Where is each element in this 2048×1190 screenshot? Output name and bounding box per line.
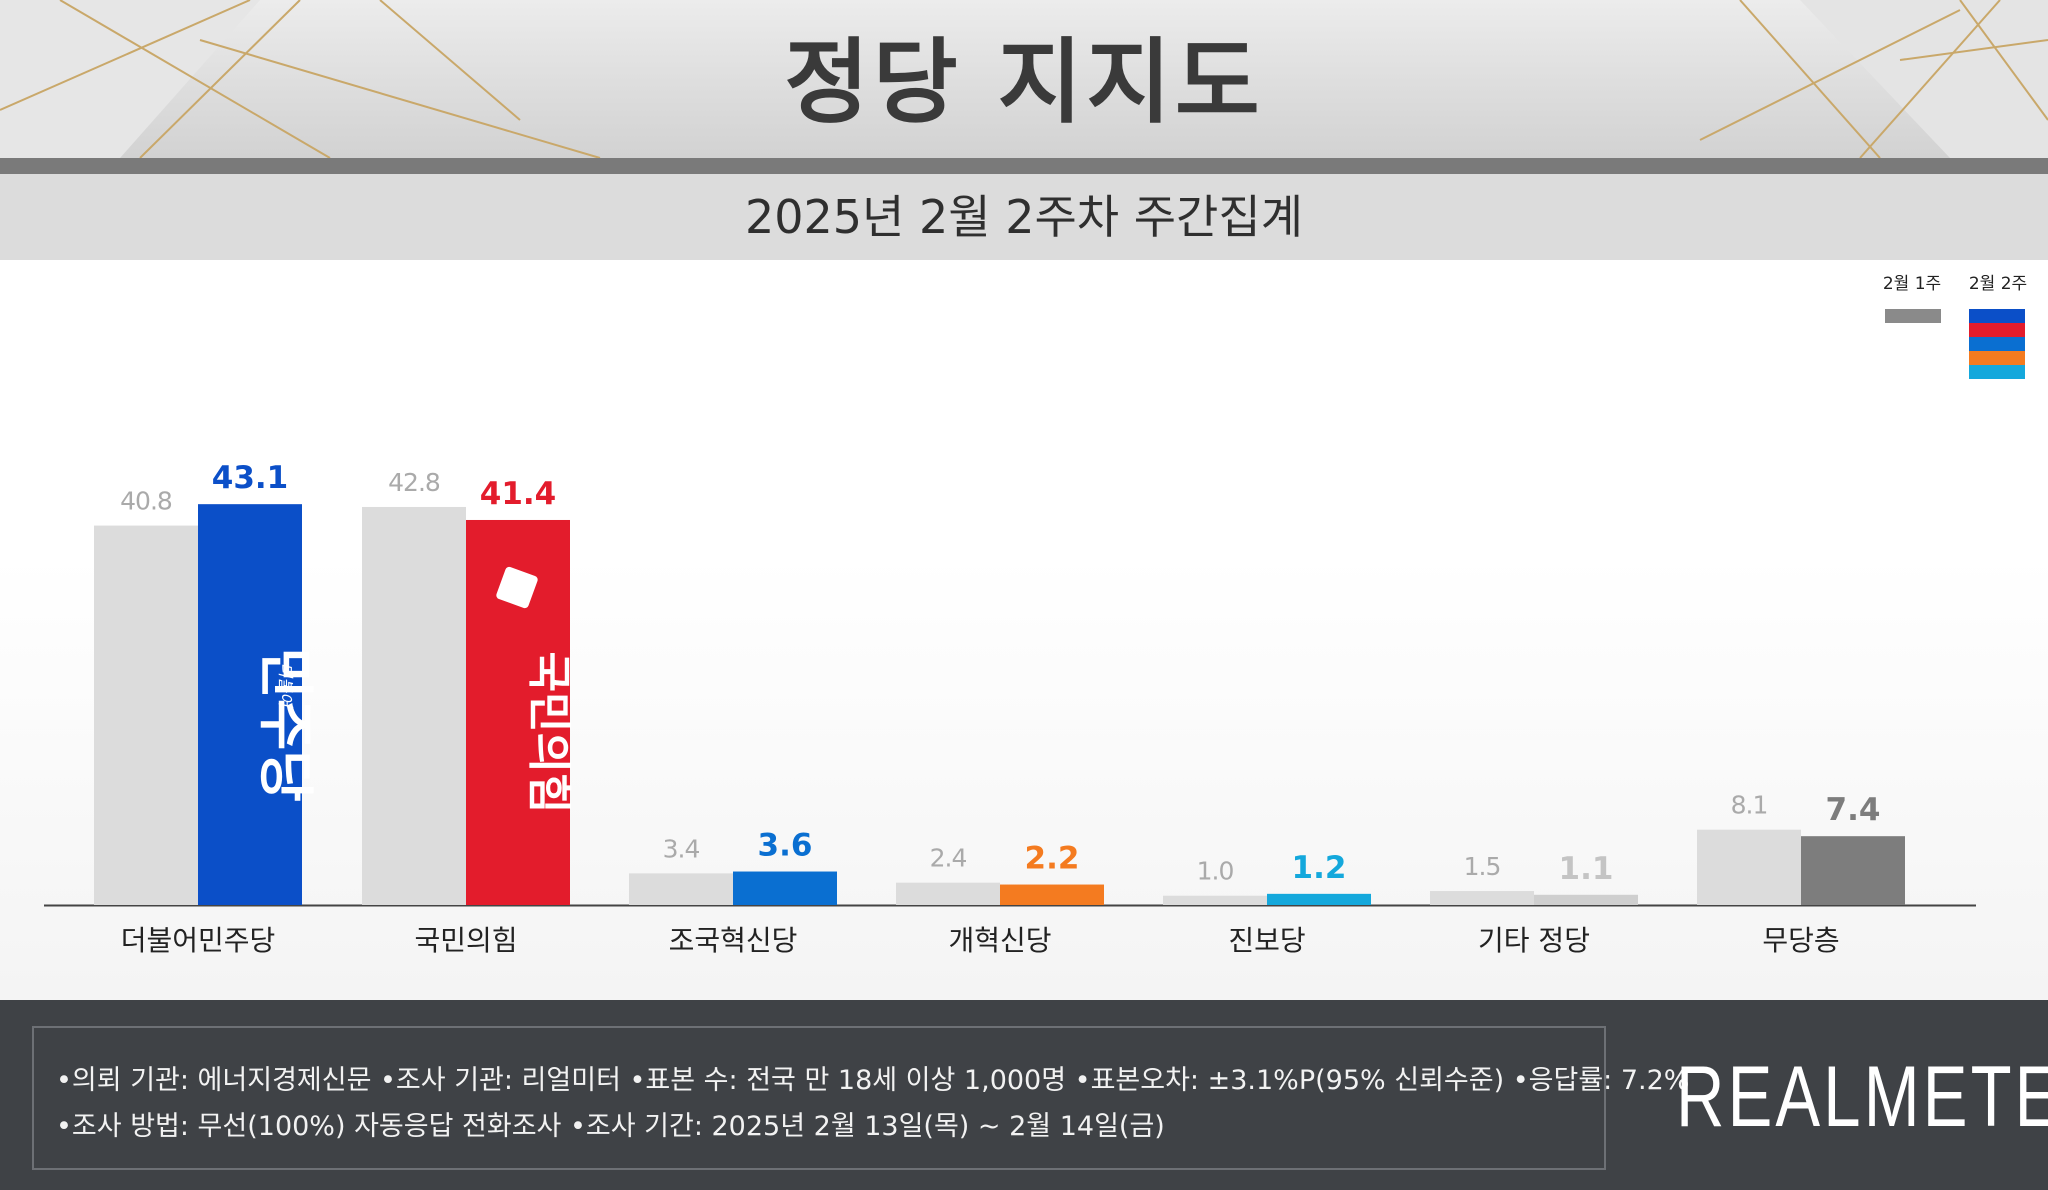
bar-prev-4 — [896, 882, 1000, 905]
value-label-prev-4: 2.4 — [930, 844, 967, 873]
bar-logo-text-1: 민주당 — [252, 647, 317, 802]
legend-swatch-curr-1 — [1969, 309, 2025, 323]
value-label-prev-3: 3.4 — [663, 834, 700, 863]
value-label-curr-3: 3.6 — [758, 828, 813, 864]
legend-label-curr: 2월 2주 — [1969, 274, 2027, 294]
party-mark-icon — [496, 566, 538, 609]
category-label-4: 개혁신당 — [948, 924, 1051, 957]
bar-curr-5 — [1267, 893, 1371, 905]
category-label-2: 국민의힘 — [414, 924, 517, 957]
legend-swatch-curr-3 — [1969, 337, 2025, 351]
survey-note-line-2: •조사 방법: 무선(100%) 자동응답 전화조사 •조사 기간: 2025년… — [56, 1111, 1165, 1142]
bar-prev-5 — [1163, 895, 1267, 905]
header-banner: 정당 지지도 — [0, 0, 2048, 158]
legend-swatch-curr-2 — [1969, 323, 2025, 337]
category-label-1: 더불어민주당 — [121, 924, 276, 957]
bar-prev-6 — [1430, 891, 1534, 905]
legend-label-prev: 2월 1주 — [1883, 274, 1941, 294]
value-label-curr-6: 1.1 — [1559, 851, 1614, 887]
legend-swatch-prev — [1885, 309, 1941, 323]
category-label-6: 기타 정당 — [1478, 924, 1590, 957]
category-label-7: 무당층 — [1762, 924, 1839, 957]
legend-swatch-curr-4 — [1969, 351, 2025, 365]
decorative-gold-lines — [0, 0, 2048, 158]
bar-prev-7 — [1697, 829, 1801, 905]
footer — [0, 1000, 2048, 1190]
value-label-curr-2: 41.4 — [480, 476, 557, 512]
survey-notes-box: •의뢰 기관: 에너지경제신문 •조사 기관: 리얼미터 •표본 수: 전국 만… — [32, 1026, 1689, 1170]
subtitle-band: 2025년 2월 2주차 주간집계 — [0, 174, 2048, 260]
bar-curr-3 — [733, 871, 837, 905]
page-title: 정당 지지도 — [784, 29, 1264, 136]
value-label-prev-2: 42.8 — [388, 468, 440, 497]
bar-curr-4 — [1000, 884, 1104, 905]
legend-swatch-curr-5 — [1969, 365, 2025, 379]
bar-curr-7 — [1801, 836, 1905, 905]
value-label-curr-7: 7.4 — [1826, 792, 1881, 828]
value-label-prev-6: 1.5 — [1464, 852, 1501, 881]
bar-prev-3 — [629, 873, 733, 905]
value-label-prev-5: 1.0 — [1197, 857, 1234, 886]
value-label-curr-4: 2.2 — [1025, 841, 1080, 877]
bar-prev-2 — [362, 506, 466, 905]
category-label-3: 조국혁신당 — [669, 924, 798, 957]
header-divider — [0, 158, 2048, 174]
bar-prev-1 — [94, 525, 198, 905]
value-label-curr-5: 1.2 — [1292, 850, 1347, 886]
bar-curr-1 — [198, 504, 302, 905]
brand-logo: REALMETER — [1676, 1049, 2048, 1145]
subtitle: 2025년 2월 2주차 주간집계 — [744, 190, 1304, 244]
value-label-curr-1: 43.1 — [212, 460, 289, 496]
bar-logo-small-1: 더불어 — [276, 662, 295, 708]
value-label-prev-1: 40.8 — [120, 487, 172, 516]
bar-curr-6 — [1534, 894, 1638, 905]
category-label-5: 진보당 — [1228, 924, 1305, 957]
bar-logo-text-2: 국민의힘 — [523, 652, 574, 814]
value-label-prev-7: 8.1 — [1731, 791, 1768, 820]
survey-note-line-1: •의뢰 기관: 에너지경제신문 •조사 기관: 리얼미터 •표본 수: 전국 만… — [56, 1065, 1690, 1096]
